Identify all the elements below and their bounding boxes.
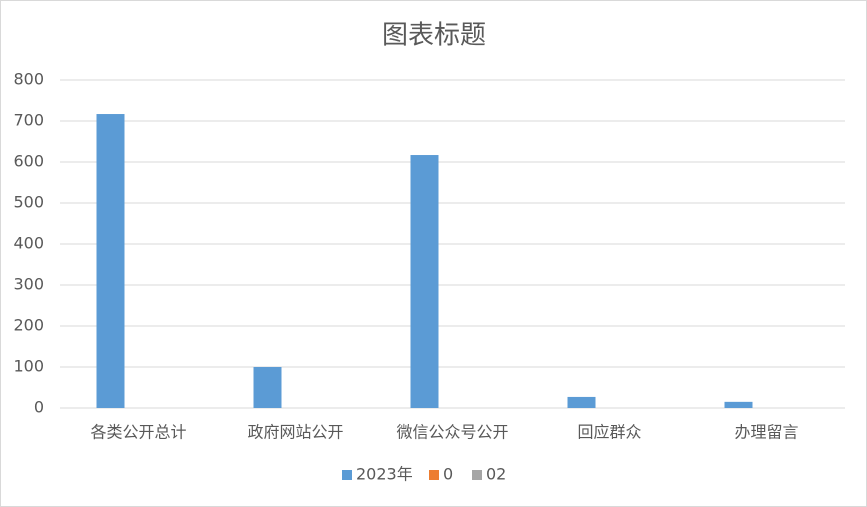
bar xyxy=(96,114,125,408)
x-tick-label: 政府网站公开 xyxy=(247,423,343,442)
legend-label: 02 xyxy=(486,465,506,484)
legend-swatch xyxy=(342,470,352,480)
x-tick-label: 回应群众 xyxy=(577,423,641,442)
y-tick-label: 800 xyxy=(13,70,44,89)
bar xyxy=(253,367,282,408)
legend-swatch xyxy=(472,470,482,480)
bar xyxy=(567,396,596,408)
chart-title: 图表标题 xyxy=(382,21,486,51)
bar xyxy=(410,155,439,408)
legend-label: 0 xyxy=(443,465,453,484)
y-tick-label: 300 xyxy=(13,275,44,294)
y-tick-label: 400 xyxy=(13,234,44,253)
y-tick-label: 200 xyxy=(13,316,44,335)
x-tick-label: 办理留言 xyxy=(734,423,798,442)
bar xyxy=(724,401,753,408)
y-tick-label: 500 xyxy=(13,193,44,212)
x-tick-label: 各类公开总计 xyxy=(90,423,186,442)
y-tick-label: 100 xyxy=(13,357,44,376)
legend-label: 2023年 xyxy=(356,465,413,484)
y-tick-label: 700 xyxy=(13,111,44,130)
y-tick-label: 600 xyxy=(13,152,44,171)
x-tick-label: 微信公众号公开 xyxy=(396,423,508,442)
y-tick-label: 0 xyxy=(34,398,44,417)
legend-swatch xyxy=(429,470,439,480)
